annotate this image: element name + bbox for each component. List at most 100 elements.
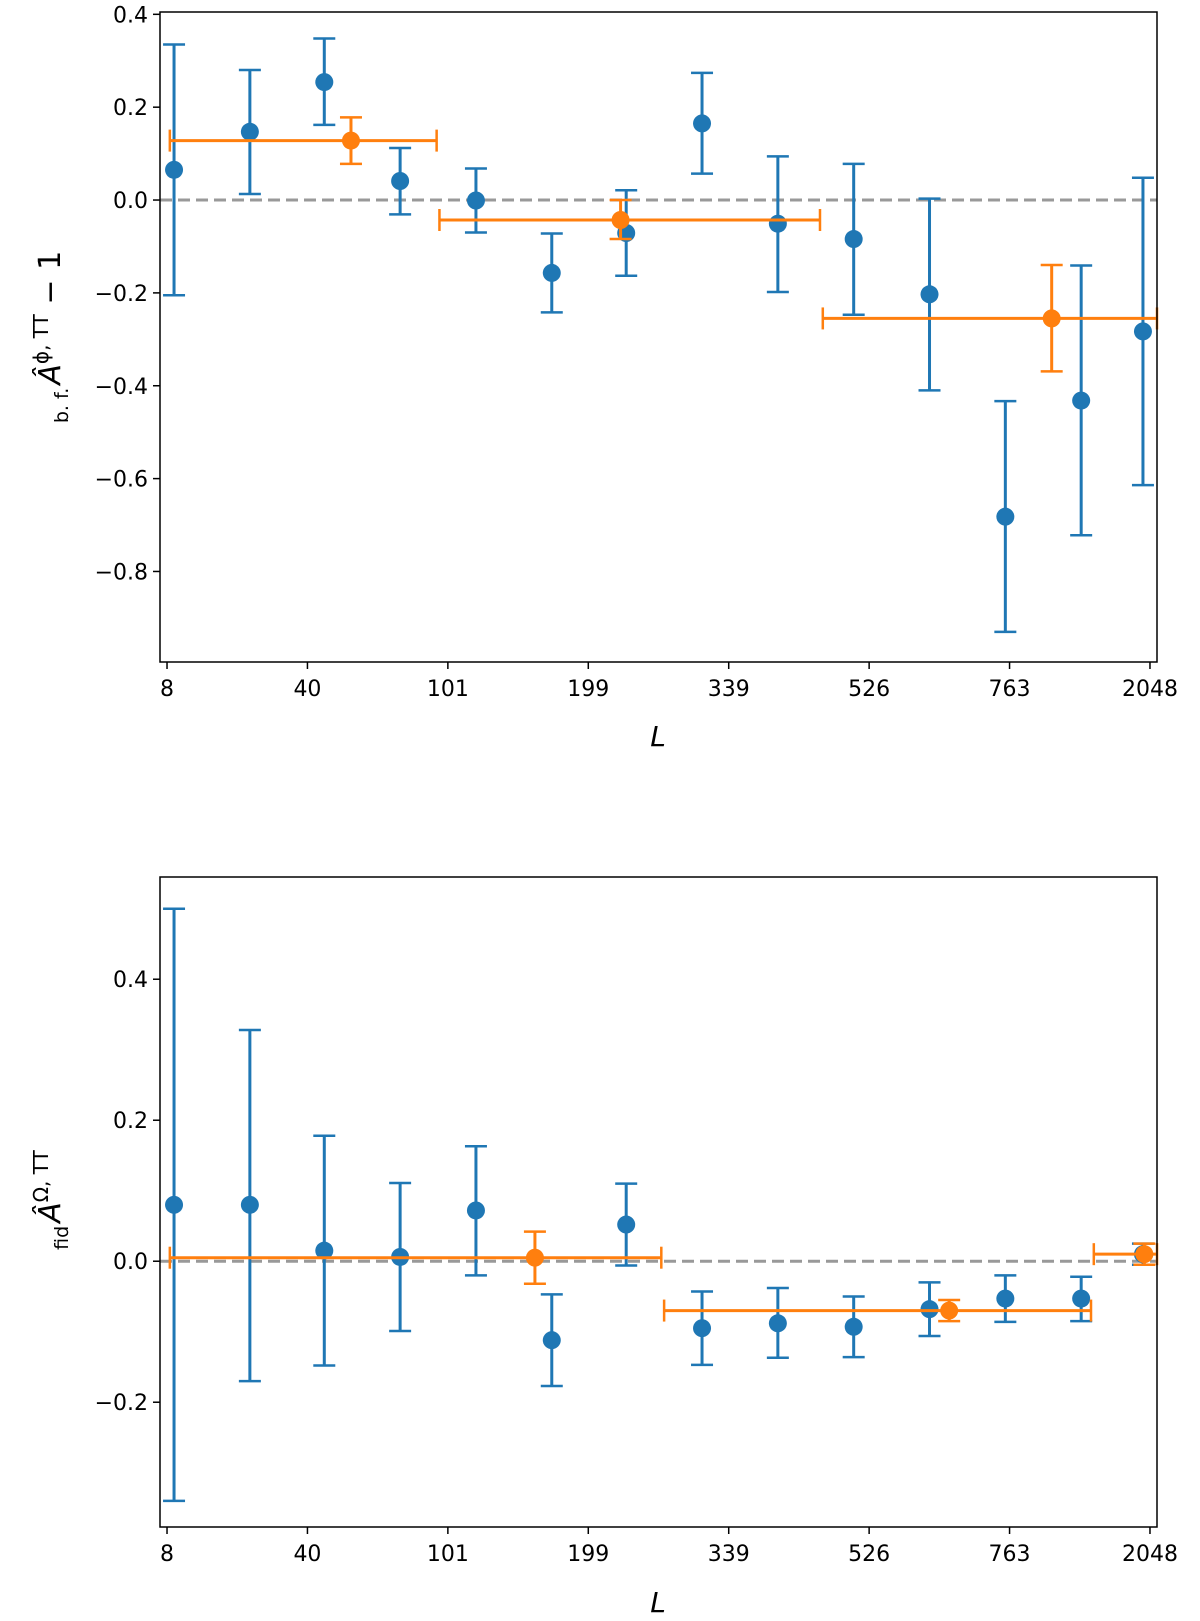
bottom-blue-point [691, 1290, 714, 1367]
data-marker [525, 1248, 544, 1267]
bottom-ytick-label: −0.2 [95, 1391, 148, 1416]
top-blue-point [1131, 176, 1154, 487]
data-marker [693, 114, 712, 133]
top-blue-point [163, 43, 186, 297]
data-marker [844, 1317, 863, 1336]
data-marker [996, 507, 1015, 526]
data-marker [617, 1215, 636, 1234]
bottom-y-axis-main: Â [32, 1202, 68, 1225]
bottom-ytick-label: 0.2 [113, 1109, 148, 1134]
data-marker [1072, 1289, 1091, 1308]
data-marker [1133, 322, 1152, 341]
top-y-axis-sup: ϕ, TT [29, 313, 53, 364]
data-marker [240, 122, 259, 141]
data-marker [315, 73, 334, 92]
bottom-blue-point [994, 1274, 1017, 1324]
bottom-xtick-label: 101 [427, 1542, 469, 1567]
bottom-y-axis-sup: Ω, TT [29, 1149, 53, 1202]
bottom-xtick-label: 8 [160, 1542, 174, 1567]
bottom-orange-point [168, 1230, 663, 1286]
data-marker [1072, 391, 1091, 410]
bottom-axes-frame [159, 876, 1158, 1528]
bottom-blue-point [766, 1286, 789, 1360]
data-marker [768, 214, 787, 233]
bottom-blue-point [1070, 1275, 1093, 1323]
data-marker [768, 1314, 787, 1333]
top-x-axis-title: L [650, 720, 666, 753]
bottom-blue-point [313, 1134, 336, 1367]
top-xtick-label: 199 [567, 677, 609, 702]
top-blue-point [238, 68, 261, 196]
bottom-ticks: 0.4 0.2 0.0 −0.2 8 40 101 199 339 526 763 2048 [95, 968, 1178, 1567]
top-blue-point [313, 37, 336, 127]
top-axes-frame [159, 11, 1158, 663]
bottom-marks [160, 907, 1159, 1503]
data-marker [315, 1241, 334, 1260]
bottom-blue-point [464, 1145, 487, 1277]
data-marker [542, 1331, 561, 1350]
bottom-blue-point [540, 1293, 563, 1388]
bottom-ytick-label: 0.4 [113, 968, 148, 993]
top-ticks: 0.4 0.2 0.0 −0.2 −0.4 −0.6 −0.8 8 40 101 199 339 526… [95, 3, 1178, 702]
top-y-axis-sub: b. f. [51, 388, 73, 424]
top-blue-point [994, 399, 1017, 634]
data-marker [165, 1195, 184, 1214]
top-blue-point [540, 232, 563, 314]
data-marker [1135, 1245, 1154, 1264]
bottom-blue-point [842, 1295, 865, 1359]
top-orange-point [168, 116, 438, 166]
top-ytick-label: −0.6 [95, 468, 148, 493]
top-ytick-label: −0.4 [95, 375, 148, 400]
top-ytick-label: −0.8 [95, 560, 148, 585]
top-orange-point [438, 198, 822, 241]
top-ytick-label: 0.4 [113, 3, 148, 28]
data-marker [996, 1289, 1015, 1308]
top-blue-point [389, 146, 412, 216]
data-marker [693, 1319, 712, 1338]
data-marker [920, 285, 939, 304]
data-marker [341, 131, 360, 150]
data-marker [165, 160, 184, 179]
top-blue-point [842, 162, 865, 316]
bottom-xtick-label: 526 [848, 1542, 890, 1567]
bottom-blue-point [615, 1182, 638, 1267]
data-marker [391, 172, 410, 190]
bottom-orange-point [662, 1298, 1093, 1323]
top-y-axis-title: b. f.Âϕ, TT − 1 [29, 251, 73, 423]
top-blue-point [918, 197, 941, 392]
bottom-panel: 0.4 0.2 0.0 −0.2 8 40 101 199 339 526 763 2048 L fi… [29, 876, 1178, 1619]
data-marker [542, 263, 561, 282]
top-marks [160, 37, 1159, 634]
bottom-xtick-label: 339 [708, 1542, 750, 1567]
top-orange-point [821, 263, 1159, 373]
bottom-y-axis-title: fidÂΩ, TT [29, 1149, 73, 1249]
data-marker [844, 230, 863, 249]
bottom-blue-point [238, 1028, 261, 1383]
bottom-blue-point [163, 907, 186, 1503]
top-ytick-label: −0.2 [95, 282, 148, 307]
top-blue-point [691, 71, 714, 175]
data-marker [1042, 309, 1061, 328]
top-blue-point [615, 189, 638, 277]
top-ytick-label: 0.2 [113, 96, 148, 121]
data-marker [940, 1301, 959, 1320]
top-xtick-label: 8 [160, 677, 174, 702]
bottom-x-axis-title: L [650, 1586, 666, 1619]
top-xtick-label: 339 [708, 677, 750, 702]
top-blue-point [1070, 264, 1093, 537]
top-ytick-label: 0.0 [113, 189, 148, 214]
data-marker [240, 1195, 259, 1214]
top-blue-point [464, 167, 487, 234]
bottom-ytick-label: 0.0 [113, 1250, 148, 1275]
data-marker [466, 1201, 485, 1220]
bottom-xtick-label: 763 [989, 1542, 1031, 1567]
bottom-xtick-label: 199 [567, 1542, 609, 1567]
bottom-xtick-label: 2048 [1122, 1542, 1178, 1567]
top-xtick-label: 763 [989, 677, 1031, 702]
top-blue-point [766, 155, 789, 294]
bottom-orange-point [1092, 1242, 1159, 1266]
top-panel: 0.4 0.2 0.0 −0.2 −0.4 −0.6 −0.8 8 40 101 199 339 526… [29, 3, 1178, 753]
bottom-y-axis-sub: fid [51, 1226, 73, 1250]
top-y-axis-main: Â [32, 364, 68, 387]
